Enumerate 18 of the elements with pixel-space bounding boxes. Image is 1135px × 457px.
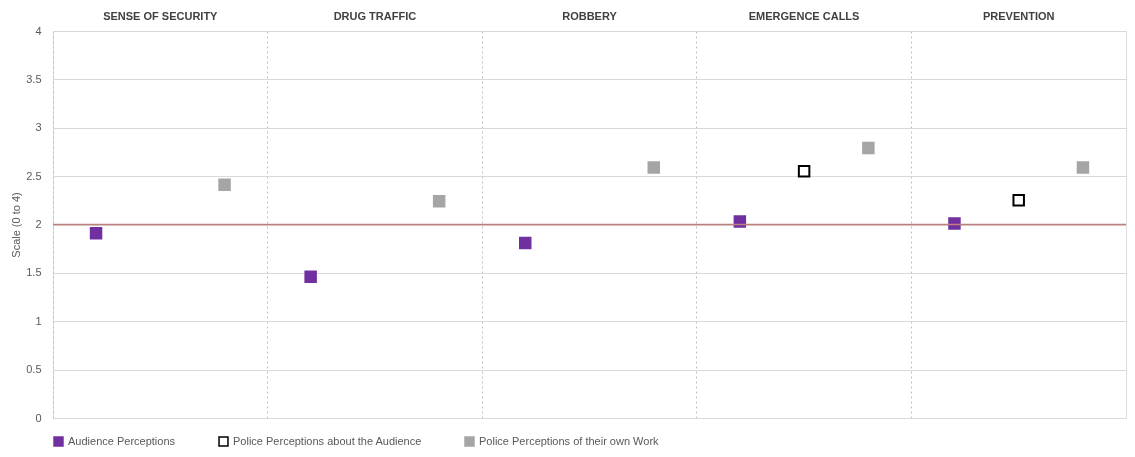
y-tick-label: 1 (35, 314, 42, 327)
y-tick-label: 4 (35, 24, 42, 37)
x-tick-label: EMERGENCE CALLS (748, 9, 860, 22)
x-tick-label: SENSE OF SECURITY (103, 9, 219, 22)
y-tick-label: 2.5 (26, 169, 42, 182)
legend-label: Audience Perceptions (68, 434, 176, 447)
y-tick-label: 0 (35, 411, 42, 424)
x-tick-label: PREVENTION (982, 9, 1055, 22)
y-tick-label: 0.5 (26, 363, 42, 376)
x-tick-label: DRUG TRAFFIC (333, 9, 417, 22)
x-tick-label: ROBBERY (562, 9, 618, 22)
legend-label: Police Perceptions about the Audience (233, 434, 422, 447)
legend-label: Police Perceptions of their own Work (479, 434, 660, 447)
y-tick-label: 1.5 (26, 266, 42, 279)
y-tick-label: 3 (35, 121, 42, 134)
y-tick-label: 3.5 (26, 72, 42, 85)
y-tick-label: 2 (35, 218, 42, 230)
y-axis-title: Scale (0 to 4) (10, 192, 23, 258)
